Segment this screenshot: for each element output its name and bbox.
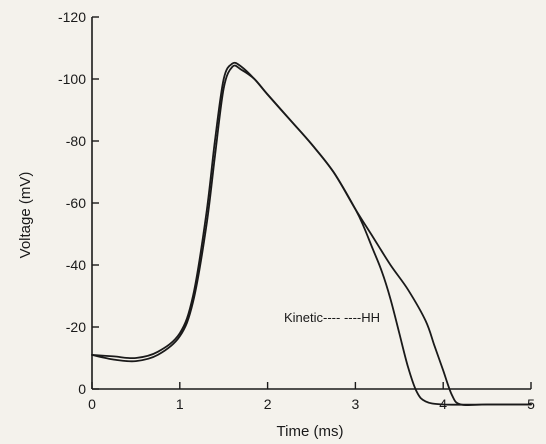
x-tick-label: 2 [264,396,272,412]
series-line-hh [91,61,532,407]
x-axis-title: Time (ms) [277,423,344,439]
x-tick-label: 1 [176,396,184,412]
series-line-kinetic [91,64,532,406]
y-tick-label: -80 [66,133,86,149]
y-tick-label: -120 [58,9,86,25]
x-tick-label: 0 [88,396,96,412]
x-tick-label: 3 [352,396,360,412]
y-tick-label: -20 [66,319,86,335]
y-tick-label: -60 [66,195,86,211]
y-tick-label: -40 [66,257,86,273]
y-tick-label: -100 [58,71,86,87]
y-tick-label: 0 [78,381,86,397]
series-annotation: Kinetic---- ----HH [284,310,380,325]
y-axis-title: Voltage (mV) [17,172,34,259]
